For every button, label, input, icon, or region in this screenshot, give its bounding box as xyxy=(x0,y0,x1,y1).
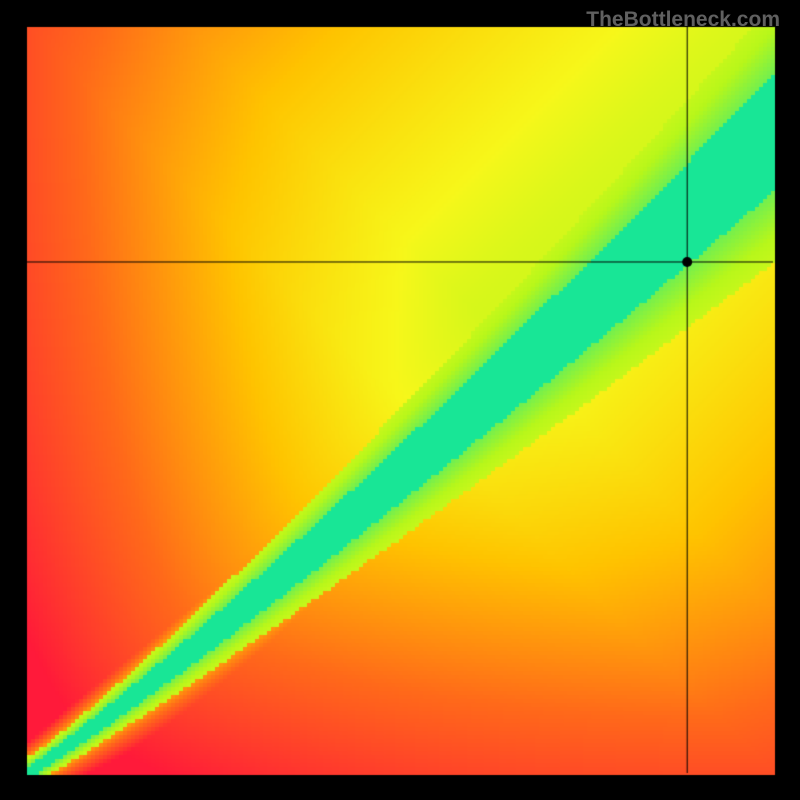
bottleneck-heatmap xyxy=(0,0,800,800)
watermark-text: TheBottleneck.com xyxy=(586,8,780,32)
